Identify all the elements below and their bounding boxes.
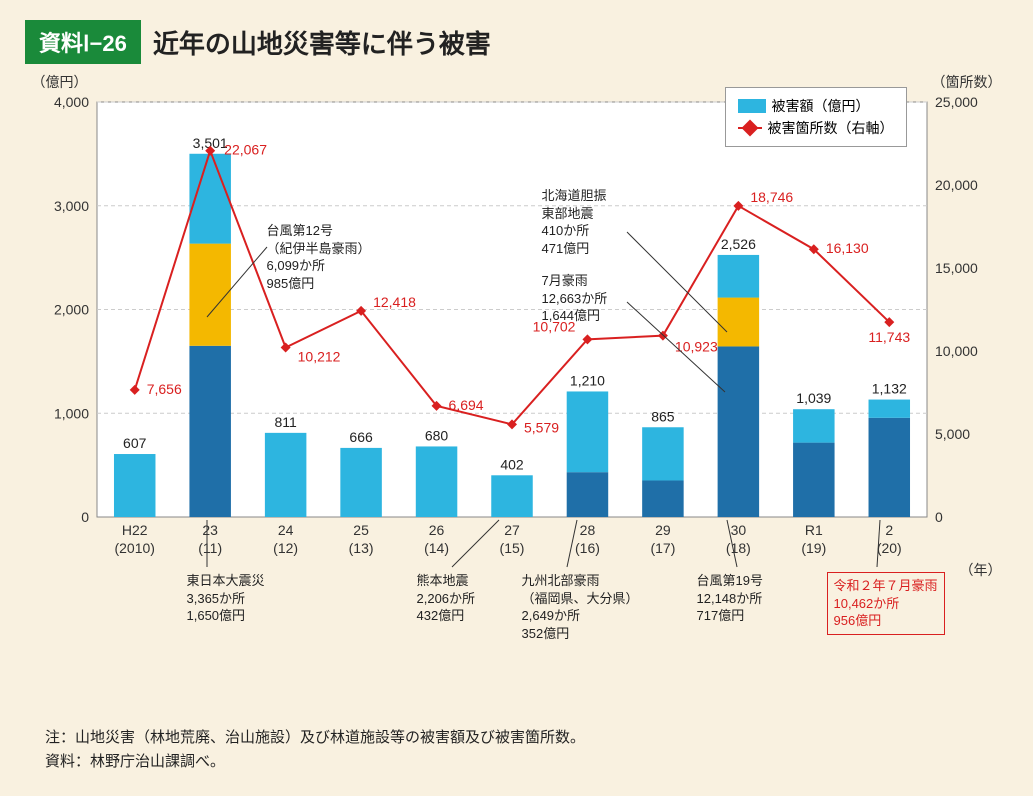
annotation-a5: 熊本地震 2,206か所 432億円	[417, 572, 476, 625]
svg-text:18,746: 18,746	[750, 189, 793, 205]
chart-legend: 被害額（億円） 被害箇所数（右軸）	[725, 87, 907, 147]
annotation-a6: 九州北部豪雨 （福岡県、大分県） 2,649か所 352億円	[522, 572, 639, 642]
svg-text:25: 25	[353, 522, 369, 538]
svg-text:5,579: 5,579	[524, 419, 559, 435]
legend-bar-label: 被害額（億円）	[772, 96, 870, 116]
svg-text:7,656: 7,656	[146, 381, 181, 397]
legend-bar-swatch	[738, 99, 766, 113]
svg-text:(14): (14)	[424, 540, 449, 556]
svg-text:0: 0	[81, 509, 89, 525]
svg-text:24: 24	[277, 522, 293, 538]
svg-text:22,067: 22,067	[224, 142, 267, 158]
svg-text:27: 27	[504, 522, 520, 538]
svg-text:680: 680	[424, 427, 448, 443]
svg-text:29: 29	[655, 522, 671, 538]
svg-text:(16): (16)	[575, 540, 600, 556]
svg-text:(19): (19)	[801, 540, 826, 556]
chart-title: 近年の山地災害等に伴う被害	[153, 24, 491, 61]
annotation-a4: 東日本大震災 3,365か所 1,650億円	[187, 572, 265, 625]
svg-text:1,039: 1,039	[796, 390, 831, 406]
svg-text:(18): (18)	[725, 540, 750, 556]
annotation-a1: 台風第12号 （紀伊半島豪雨） 6,099か所 985億円	[267, 222, 371, 292]
svg-text:4,000: 4,000	[53, 94, 88, 110]
svg-text:865: 865	[651, 408, 675, 424]
chart-svg: 0 1,000 2,000 3,000 4,000 0 5,000 10,000 15,000 2…	[37, 82, 997, 652]
chart-container: （億円） （箇所数） （年） 01,0002,0003,0004,00005,0…	[37, 82, 997, 652]
svg-text:(20): (20)	[876, 540, 901, 556]
chart-header: 資料Ⅰ−26 近年の山地災害等に伴う被害	[25, 20, 1008, 64]
legend-line-swatch	[738, 127, 762, 129]
svg-text:23: 23	[202, 522, 218, 538]
svg-text:0: 0	[935, 509, 943, 525]
svg-text:(17): (17)	[650, 540, 675, 556]
svg-text:3,000: 3,000	[53, 198, 88, 214]
legend-line-label: 被害箇所数（右軸）	[768, 118, 894, 138]
svg-text:11,743: 11,743	[868, 329, 910, 345]
svg-text:28: 28	[579, 522, 595, 538]
svg-text:2,000: 2,000	[53, 302, 88, 318]
svg-text:811: 811	[274, 414, 297, 430]
svg-text:2: 2	[885, 522, 893, 538]
svg-text:2,526: 2,526	[720, 236, 755, 252]
svg-text:(11): (11)	[198, 540, 222, 556]
svg-text:607: 607	[123, 435, 147, 451]
svg-text:16,130: 16,130	[825, 240, 868, 256]
svg-text:(12): (12)	[273, 540, 298, 556]
svg-text:(2010): (2010)	[114, 540, 154, 556]
svg-text:H22: H22	[121, 522, 147, 538]
svg-text:666: 666	[349, 429, 373, 445]
svg-text:20,000: 20,000	[935, 177, 978, 193]
svg-text:(13): (13)	[348, 540, 373, 556]
legend-line: 被害箇所数（右軸）	[738, 118, 894, 138]
chart-footer: 注：山地災害（林地荒廃、治山施設）及び林道施設等の被害額及び被害箇所数。 資料：…	[45, 726, 585, 774]
svg-text:5,000: 5,000	[935, 426, 970, 442]
footer-source: 資料：林野庁治山課調べ。	[45, 750, 585, 774]
reference-badge: 資料Ⅰ−26	[25, 20, 141, 64]
legend-bar: 被害額（億円）	[738, 96, 894, 116]
svg-text:10,212: 10,212	[297, 348, 340, 364]
svg-text:10,000: 10,000	[935, 343, 978, 359]
annotation-a3: 7月豪雨 12,663か所 1,644億円	[542, 272, 608, 325]
svg-text:R1: R1	[804, 522, 822, 538]
annotation-a7: 台風第19号 12,148か所 717億円	[697, 572, 763, 625]
svg-text:25,000: 25,000	[935, 94, 978, 110]
svg-text:402: 402	[500, 456, 524, 472]
footer-note: 注：山地災害（林地荒廃、治山施設）及び林道施設等の被害額及び被害箇所数。	[45, 726, 585, 750]
svg-text:(15): (15)	[499, 540, 524, 556]
svg-text:6,694: 6,694	[448, 397, 483, 413]
annotation-a2: 北海道胆振 東部地震 410か所 471億円	[542, 187, 607, 257]
svg-text:1,000: 1,000	[53, 405, 88, 421]
annotation-a8: 令和２年７月豪雨 10,462か所 956億円	[827, 572, 945, 635]
svg-text:12,418: 12,418	[373, 294, 416, 310]
svg-text:1,132: 1,132	[871, 381, 906, 397]
svg-text:1,210: 1,210	[569, 372, 604, 388]
svg-text:30: 30	[730, 522, 746, 538]
svg-text:26: 26	[428, 522, 444, 538]
svg-text:15,000: 15,000	[935, 260, 978, 276]
